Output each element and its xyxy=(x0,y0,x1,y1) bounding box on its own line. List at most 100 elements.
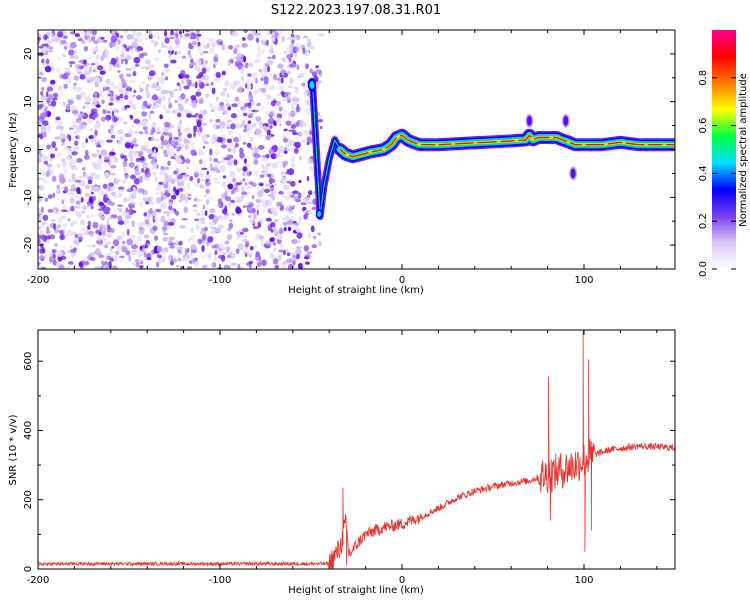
spectrogram-noise-blob xyxy=(111,148,115,152)
spectrogram-noise-blob xyxy=(46,124,51,131)
spectrogram-noise-blob xyxy=(290,155,295,163)
spectrogram-noise-blob xyxy=(159,257,166,263)
spectrogram-noise-blob xyxy=(163,149,168,154)
spectrogram-noise-blob xyxy=(201,178,205,182)
spectrogram-noise-blob xyxy=(38,143,41,149)
spectrogram-noise-blob xyxy=(159,114,163,120)
spectrogram-noise-blob xyxy=(95,247,101,255)
spectrogram-noise-blob xyxy=(172,186,177,192)
spectrogram-noise-blob xyxy=(116,96,121,101)
spectrogram-noise-blob xyxy=(256,133,263,137)
spectrogram-noise-blob xyxy=(173,108,179,114)
spectrogram-noise-blob xyxy=(230,199,235,204)
spectrogram-noise-blob xyxy=(237,99,241,105)
spectrogram-noise-blob xyxy=(176,246,183,250)
spectrogram-noise-blob xyxy=(263,100,267,104)
spectrogram-noise-blob xyxy=(123,121,128,125)
spectrogram-noise-blob xyxy=(45,58,50,65)
spectrogram-noise-blob xyxy=(69,197,75,204)
spectrogram-noise-blob xyxy=(55,227,59,235)
spectrogram-noise-blob xyxy=(226,234,233,240)
spectrogram-noise-blob xyxy=(148,201,155,206)
spectrogram-noise-blob xyxy=(102,183,108,189)
spectrogram-noise-blob xyxy=(112,115,117,123)
spectrogram-noise-blob xyxy=(69,192,75,196)
spectrogram-noise-blob xyxy=(110,128,115,135)
spectrogram-noise-blob xyxy=(167,242,175,246)
spectrogram-noise-blob xyxy=(181,55,187,59)
spectrogram-noise-blob xyxy=(110,82,114,87)
spectrogram-noise-blob xyxy=(151,106,156,110)
spectrogram-noise-blob xyxy=(103,194,107,202)
spectrogram-noise-blob xyxy=(150,39,155,43)
spectrogram-noise-blob xyxy=(218,41,224,46)
spectrogram-noise-blob xyxy=(190,244,197,250)
spectrogram-noise-blob xyxy=(210,226,216,231)
spectrogram-noise-blob xyxy=(260,38,267,45)
spectrogram-noise-blob xyxy=(137,188,143,193)
spectrogram-noise-blob xyxy=(69,64,73,68)
spectrogram-noise-blob xyxy=(46,226,50,234)
spectrogram-noise-blob xyxy=(213,56,219,63)
spectrogram-noise-blob xyxy=(97,65,104,71)
spectrogram-noise-blob xyxy=(190,114,197,118)
spectrogram-noise-blob xyxy=(175,239,179,246)
spectrogram-noise-blob xyxy=(38,234,41,240)
spectrogram-noise-blob xyxy=(203,44,210,49)
spectrogram-noise-blob xyxy=(70,252,76,258)
spectrogram-noise-blob xyxy=(175,44,181,49)
spectrogram-noise-blob xyxy=(161,95,166,102)
spectrogram-noise-blob xyxy=(194,218,200,222)
spectrogram-noise-blob xyxy=(62,160,67,168)
spectrogram-noise-blob xyxy=(187,195,192,199)
spectrogram-noise-blob xyxy=(157,48,161,54)
spectrogram-noise-blob xyxy=(216,136,223,143)
spectrogram-noise-blob xyxy=(265,184,272,187)
spectrogram-noise-blob xyxy=(226,119,232,123)
spectrogram-noise-blob xyxy=(307,251,313,254)
spectrogram-noise-blob xyxy=(170,140,177,147)
spectrogram-noise-blob xyxy=(162,195,167,200)
spectrogram-noise-blob xyxy=(309,130,312,136)
spectrogram-noise-blob xyxy=(270,178,276,183)
spectrogram-noise-blob xyxy=(90,256,96,262)
spectrogram-noise-blob xyxy=(125,73,132,78)
spectrogram-noise-blob xyxy=(163,63,169,69)
spectrogram-noise-blob xyxy=(145,36,150,41)
spectrogram-noise-blob xyxy=(233,47,238,55)
spectrogram-noise-blob xyxy=(85,260,89,266)
spectrogram-noise-blob xyxy=(57,224,61,229)
spectrogram-noise-blob xyxy=(230,123,236,130)
spectrogram-noise-blob xyxy=(264,188,270,193)
spectrogram-noise-blob xyxy=(261,157,269,162)
spectrogram-noise-blob xyxy=(270,207,276,213)
spectrogram-noise-blob xyxy=(144,244,148,249)
spectrogram-ytick-label: -10 xyxy=(23,189,34,205)
spectrogram-noise-blob xyxy=(308,190,313,196)
spectrogram-noise-blob xyxy=(38,119,41,126)
spectrogram-noise-blob xyxy=(283,109,287,117)
spectrogram-noise-blob xyxy=(277,161,283,164)
spectrogram-noise-blob xyxy=(211,109,214,113)
spectrogram-noise-blob xyxy=(91,47,97,53)
spectrogram-noise-blob xyxy=(187,238,192,242)
spectrogram-noise-blob xyxy=(213,255,218,263)
spectrogram-noise-blob xyxy=(91,191,94,195)
spectrogram-noise-blob xyxy=(47,194,53,199)
spectrogram-noise-blob xyxy=(167,184,173,189)
spectrogram-noise-blob xyxy=(228,45,234,50)
spectrogram-noise-blob xyxy=(104,117,110,121)
spectrogram-noise-blob xyxy=(268,199,272,206)
spectrogram-noise-blob xyxy=(267,223,271,226)
spectrogram-noise-blob xyxy=(108,102,114,106)
spectrogram-noise-blob xyxy=(108,186,111,192)
spectrogram-noise-blob xyxy=(146,149,153,154)
spectrogram-noise-blob xyxy=(205,66,211,73)
spectrogram-noise-blob xyxy=(165,76,169,81)
spectrogram-noise-blob xyxy=(201,117,206,121)
spectrogram-noise-blob xyxy=(288,64,294,67)
spectrogram-noise-blob xyxy=(283,128,288,132)
spectrogram-noise-blob xyxy=(120,179,127,184)
spectrogram-noise-blob xyxy=(177,112,182,118)
spectrogram-noise-blob xyxy=(85,138,89,144)
